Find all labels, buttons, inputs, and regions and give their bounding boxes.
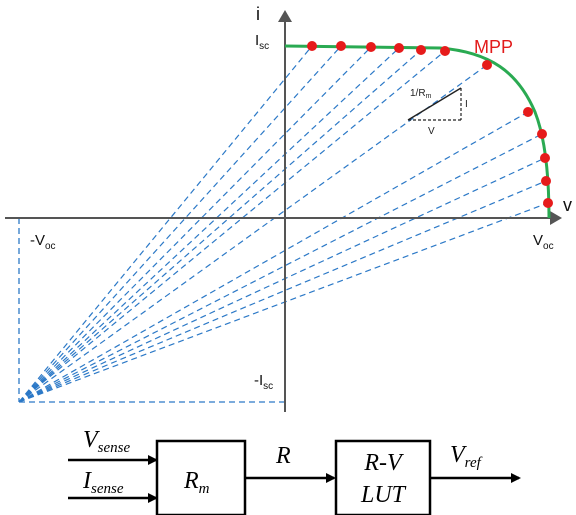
y-axis-label: i [256,4,260,24]
load-lines [18,45,549,403]
operating-point-2 [336,41,346,51]
operating-point-6 [440,46,450,56]
rm-block-label: Rm [183,468,210,497]
isense-label: Isense [82,468,124,497]
slope-v-label: V [428,126,435,137]
operating-point-4 [394,43,404,53]
iv-curve [284,44,551,219]
load-line-5 [18,49,422,403]
operating-point-5 [416,45,426,55]
operating-point-10 [540,153,550,163]
operating-point-11 [541,176,551,186]
slope-triangle-hypotenuse [407,87,462,121]
load-line-8 [18,111,529,403]
load-line-4 [18,47,400,403]
load-line-11 [18,180,547,403]
load-line-10 [18,157,546,403]
rm-block [155,439,247,515]
operating-point-1 [307,41,317,51]
slope-label: 1/Rm [410,88,432,100]
vsense-label: Vsense [83,427,131,456]
slope-i-label: I [465,99,468,110]
vref-label: Vref [450,442,483,471]
load-line-3 [18,46,372,403]
rv-lut-block [334,439,432,515]
operating-point-9 [537,129,547,139]
operating-point-12 [543,198,553,208]
load-line-12 [18,202,549,403]
isc-label: Isc [255,32,269,52]
operating-point-7 [482,60,492,70]
rv-lut-label-line1: R-V [363,450,404,476]
r-signal-label: R [275,443,291,469]
neg-isc-label: -Isc [254,372,273,392]
voc-label: Voc [533,232,554,252]
neg-voc-label: -Voc [30,232,56,252]
load-line-7 [18,64,488,403]
load-line-2 [18,45,342,403]
operating-point-8 [523,107,533,117]
load-line-6 [18,50,446,403]
mpp-label: MPP [474,37,513,57]
load-line-9 [18,133,543,403]
load-line-1 [18,45,313,403]
operating-points [307,41,553,208]
x-axis-label: v [563,195,572,215]
operating-point-3 [366,42,376,52]
rv-lut-label-line2: LUT [360,482,407,508]
